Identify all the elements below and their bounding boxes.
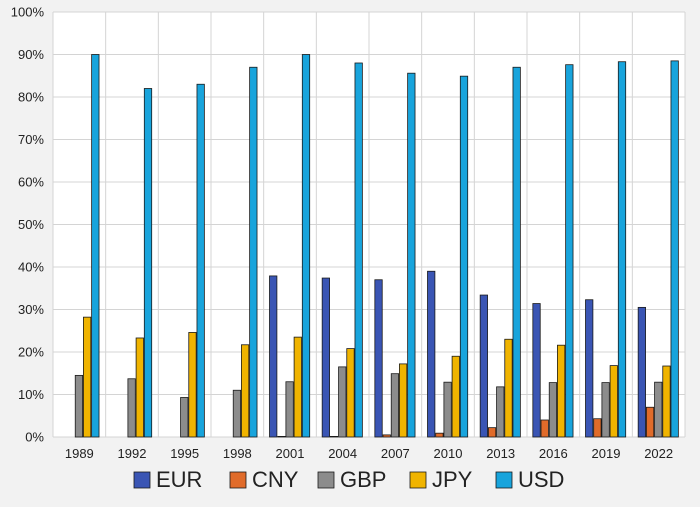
- bar-cny-2004: [329, 435, 339, 438]
- legend-label: GBP: [340, 467, 386, 492]
- x-tick-label: 1992: [118, 446, 147, 461]
- x-tick-label: 2019: [592, 446, 621, 461]
- bar-eur-2007: [374, 279, 383, 438]
- bar-usd-2013: [512, 66, 521, 438]
- bar-jpy-2010: [451, 355, 460, 438]
- x-tick-label: 2007: [381, 446, 410, 461]
- bar-eur-2016: [532, 303, 541, 438]
- bar-usd-2001: [301, 54, 311, 438]
- x-axis-ticks: 1989 1992 1995 1998 2001 2004 2007 2010 2013 2016…: [65, 446, 673, 461]
- bar-gbp-1989: [74, 374, 84, 438]
- bar-usd-2004: [354, 62, 363, 438]
- y-tick-label: 0%: [25, 430, 44, 445]
- bar-gbp-1998: [232, 389, 242, 438]
- legend-item-usd: USD: [495, 467, 564, 492]
- legend-swatch: [133, 471, 151, 489]
- bar-usd-1998: [249, 66, 258, 438]
- bar-usd-1989: [91, 54, 100, 438]
- legend-item-jpy: JPY: [409, 467, 473, 492]
- bar-cny-2022: [645, 406, 655, 438]
- bar-cny-2016: [540, 419, 549, 438]
- bar-eur-2019: [585, 299, 594, 438]
- bar-jpy-1992: [135, 337, 144, 438]
- bar-cny-2010: [435, 432, 444, 438]
- legend-item-gbp: GBP: [317, 467, 386, 492]
- bar-jpy-2022: [662, 365, 671, 438]
- bar-gbp-1992: [127, 378, 136, 438]
- x-tick-label: 1998: [223, 446, 252, 461]
- bar-jpy-2013: [504, 338, 513, 438]
- legend-label: CNY: [252, 467, 299, 492]
- bar-jpy-2016: [557, 344, 566, 438]
- bars-layer: [74, 54, 679, 438]
- bar-eur-2001: [269, 275, 278, 438]
- bar-cny-2019: [593, 418, 602, 438]
- x-tick-label: 2022: [644, 446, 673, 461]
- bar-eur-2010: [427, 270, 436, 438]
- y-tick-label: 50%: [18, 217, 44, 232]
- bar-usd-2016: [565, 64, 574, 438]
- y-tick-label: 70%: [18, 132, 44, 147]
- y-tick-label: 60%: [18, 175, 44, 190]
- bar-jpy-1989: [83, 316, 92, 438]
- bar-usd-2019: [617, 61, 627, 438]
- bar-gbp-2001: [285, 381, 294, 438]
- legend-item-eur: EUR: [133, 467, 202, 492]
- bar-jpy-2001: [293, 336, 302, 438]
- bar-gbp-2004: [338, 366, 347, 438]
- bar-eur-2004: [321, 277, 330, 438]
- bar-cny-2013: [487, 427, 497, 438]
- bar-cny-2001: [277, 435, 286, 438]
- y-tick-label: 10%: [18, 387, 44, 402]
- legend-label: USD: [518, 467, 564, 492]
- x-tick-label: 2001: [276, 446, 305, 461]
- y-tick-label: 20%: [18, 345, 44, 360]
- bar-usd-2010: [459, 75, 469, 438]
- x-tick-label: 2016: [539, 446, 568, 461]
- x-tick-label: 2004: [328, 446, 357, 461]
- x-tick-label: 1989: [65, 446, 94, 461]
- bar-gbp-2022: [654, 381, 663, 438]
- bar-usd-2007: [407, 72, 416, 438]
- bar-gbp-1995: [180, 397, 189, 438]
- legend-swatch: [495, 471, 513, 489]
- bar-jpy-1998: [241, 344, 250, 438]
- bar-cny-2007: [382, 434, 391, 438]
- grid-layer: [52, 11, 686, 438]
- bar-eur-2013: [479, 294, 488, 438]
- y-tick-label: 80%: [18, 90, 44, 105]
- y-tick-label: 100%: [11, 5, 45, 20]
- bar-usd-2022: [670, 60, 679, 438]
- legend-swatch: [317, 471, 335, 489]
- bar-jpy-2019: [609, 365, 618, 438]
- x-tick-label: 2013: [486, 446, 515, 461]
- legend-label: JPY: [432, 467, 473, 492]
- bar-gbp-2007: [390, 373, 400, 438]
- bar-usd-1995: [196, 83, 205, 438]
- legend-swatch: [229, 471, 247, 489]
- y-tick-label: 30%: [18, 302, 44, 317]
- bar-gbp-2019: [601, 382, 610, 438]
- legend: EUR CNY GBP JPY USD: [133, 467, 564, 492]
- x-tick-label: 2010: [434, 446, 463, 461]
- bar-jpy-1995: [188, 332, 197, 438]
- legend-label: EUR: [156, 467, 202, 492]
- y-axis-ticks: 0% 10% 20% 30% 40% 50% 60% 70% 80% 90% 100%: [11, 5, 45, 445]
- x-tick-label: 1995: [170, 446, 199, 461]
- legend-swatch: [409, 471, 427, 489]
- bar-usd-1992: [143, 88, 153, 438]
- bar-gbp-2013: [496, 386, 505, 438]
- bar-jpy-2004: [346, 348, 355, 438]
- y-tick-label: 40%: [18, 260, 44, 275]
- bar-jpy-2007: [399, 363, 408, 438]
- bar-gbp-2016: [548, 382, 558, 438]
- y-tick-label: 90%: [18, 47, 44, 62]
- bar-gbp-2010: [443, 381, 452, 438]
- legend-item-cny: CNY: [229, 467, 299, 492]
- bar-eur-2022: [637, 306, 646, 438]
